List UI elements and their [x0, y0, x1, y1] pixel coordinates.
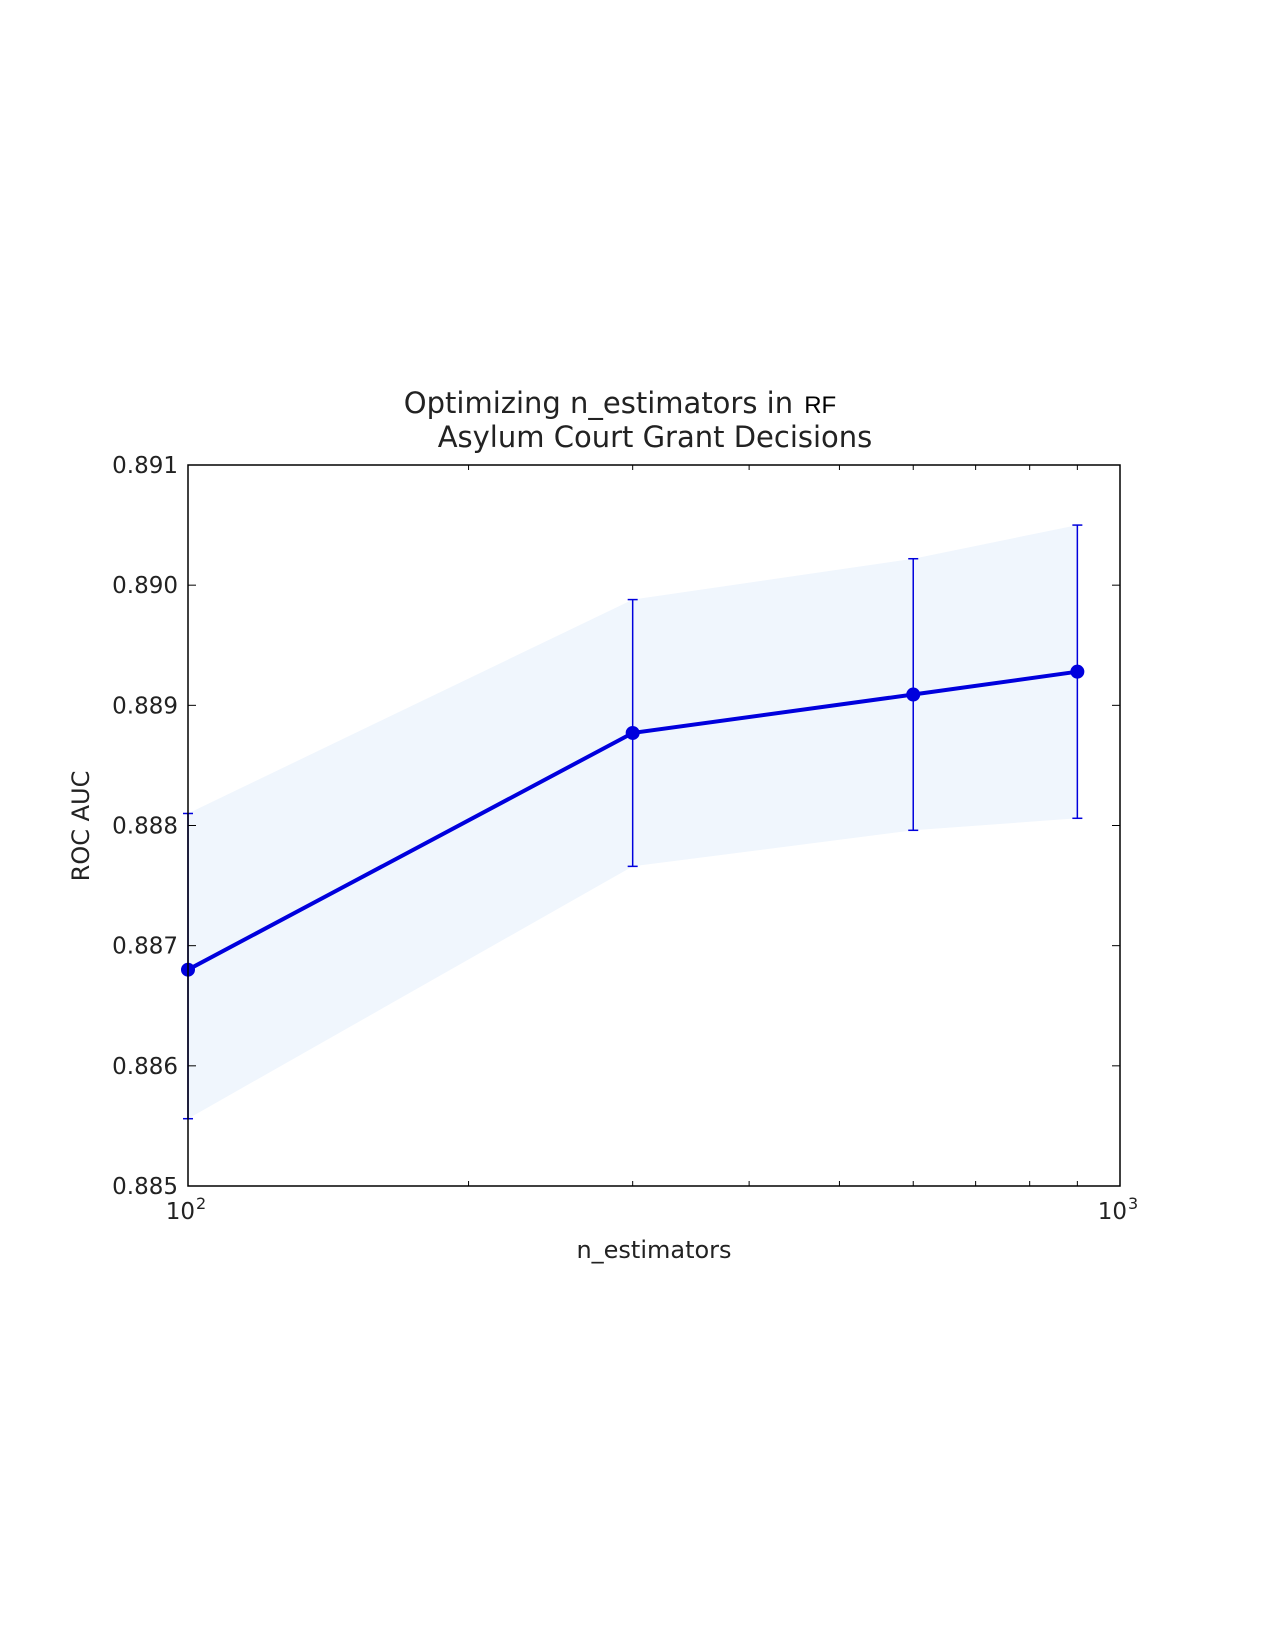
y-tick-label: 0.888	[112, 814, 178, 840]
chart-title-line2: Asylum Court Grant Decisions	[438, 420, 873, 454]
x-tick-label: 102	[166, 1194, 206, 1225]
y-tick-label: 0.891	[112, 453, 178, 479]
y-axis-label: ROC AUC	[67, 771, 95, 882]
y-tick-label: 0.890	[112, 573, 178, 599]
plot-area	[181, 524, 1085, 1120]
y-tick-label: 0.886	[112, 1054, 178, 1080]
x-tick-base: 10	[1098, 1199, 1127, 1225]
chart-title-line1: Optimizing n_estimators in RF	[404, 386, 836, 420]
y-tick-label: 0.887	[112, 934, 178, 960]
data-point	[906, 687, 921, 702]
y-tick-label: 0.889	[112, 693, 178, 719]
x-tick-label: 103	[1098, 1194, 1138, 1225]
x-axis-label: n_estimators	[576, 1236, 731, 1264]
data-point-layer	[181, 664, 1085, 977]
series-line	[187, 669, 1078, 972]
data-point	[625, 725, 640, 740]
x-tick-exponent: 2	[196, 1194, 206, 1213]
chart-title-prefix: Optimizing n_estimators in	[404, 386, 793, 420]
series-line-layer	[187, 669, 1078, 972]
data-point	[1070, 664, 1085, 679]
chart-title-model: RF	[804, 392, 836, 419]
y-tick-label: 0.885	[112, 1174, 178, 1200]
x-tick-exponent: 3	[1128, 1194, 1138, 1213]
x-tick-base: 10	[166, 1199, 195, 1225]
